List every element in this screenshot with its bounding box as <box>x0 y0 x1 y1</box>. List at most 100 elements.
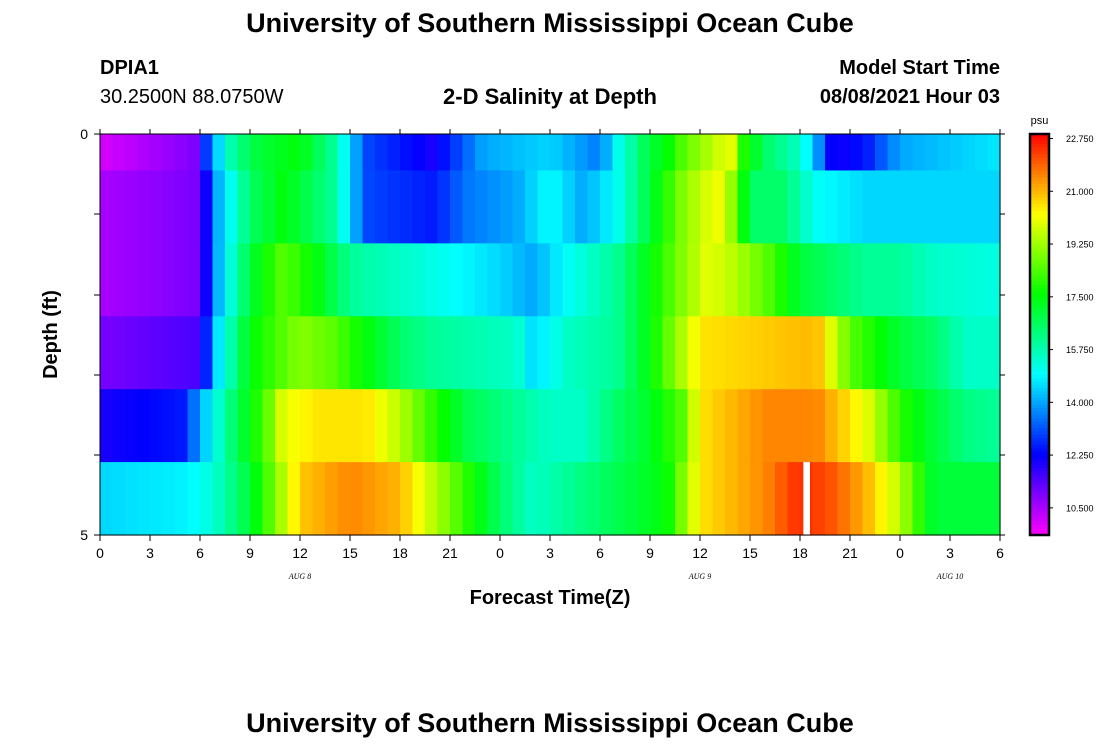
heatmap-cell <box>537 462 551 536</box>
heatmap-cell <box>187 462 201 536</box>
heatmap-cell <box>800 243 814 317</box>
heatmap-cell <box>925 462 939 536</box>
heatmap-cell <box>450 134 464 172</box>
heatmap-cell <box>912 170 926 244</box>
heatmap-cell <box>900 462 914 536</box>
colorbar-segment <box>1030 344 1049 349</box>
heatmap-cell <box>400 243 414 317</box>
heatmap-cell <box>375 462 389 536</box>
heatmap-cell <box>775 170 789 244</box>
colorbar-segment <box>1030 488 1049 493</box>
heatmap-cell <box>412 134 426 172</box>
heatmap-cell <box>812 243 826 317</box>
heatmap-cell <box>225 243 239 317</box>
heatmap-cell <box>625 316 639 390</box>
colorbar-segment <box>1030 518 1049 523</box>
heatmap-cell <box>937 389 951 463</box>
heatmap-cell <box>562 316 576 390</box>
heatmap-cell <box>925 316 939 390</box>
heatmap-cell <box>525 170 539 244</box>
heatmap-cell <box>287 389 301 463</box>
heatmap-cell <box>962 462 976 536</box>
heatmap-cell <box>637 170 651 244</box>
colorbar-segment <box>1030 521 1049 526</box>
heatmap-cell <box>650 389 664 463</box>
heatmap-cell <box>675 316 689 390</box>
heatmap-cell <box>725 170 739 244</box>
colorbar-segment <box>1030 504 1049 509</box>
colorbar-tick-label: 12.250 <box>1066 451 1094 461</box>
heatmap-cell <box>375 243 389 317</box>
colorbar-segment <box>1030 247 1049 252</box>
heatmap-cell <box>650 170 664 244</box>
page-title-bottom: University of Southern Mississippi Ocean… <box>246 708 854 738</box>
colorbar-segment <box>1030 494 1049 499</box>
x-tick-label: 6 <box>996 545 1004 561</box>
heatmap-cell <box>137 389 151 463</box>
colorbar-segment <box>1030 501 1049 506</box>
heatmap-cell <box>612 243 626 317</box>
heatmap-cell <box>662 134 676 172</box>
heatmap-cell <box>887 134 901 172</box>
heatmap-cell <box>975 316 989 390</box>
heatmap-cell <box>112 389 126 463</box>
heatmap-cell <box>850 243 864 317</box>
colorbar-segment <box>1030 391 1049 396</box>
heatmap-cell <box>325 462 339 536</box>
heatmap-cell <box>237 462 251 536</box>
colorbar-segment <box>1030 250 1049 255</box>
heatmap-cell <box>750 389 764 463</box>
heatmap-cell <box>875 243 889 317</box>
heatmap-cell <box>250 243 264 317</box>
x-tick-label: 9 <box>246 545 254 561</box>
heatmap-cell <box>800 134 814 172</box>
colorbar-segment <box>1030 408 1049 412</box>
colorbar-segment <box>1030 197 1049 202</box>
heatmap-cell <box>212 243 226 317</box>
heatmap-cell <box>812 316 826 390</box>
heatmap-cell <box>762 134 776 172</box>
colorbar-segment <box>1030 448 1049 453</box>
heatmap-cell <box>237 134 251 172</box>
heatmap-cell <box>275 462 289 536</box>
date-labels: AUG 8 AUG 9 AUG 10 <box>288 572 963 581</box>
x-tick-label: 3 <box>946 545 954 561</box>
x-tick-label: 15 <box>342 545 358 561</box>
heatmap-cell <box>312 170 326 244</box>
colorbar-segment <box>1030 214 1049 219</box>
colorbar-frame <box>1028 132 1051 537</box>
heatmap-cell <box>600 389 614 463</box>
heatmap-cell <box>700 389 714 463</box>
heatmap-cell <box>775 134 789 172</box>
colorbar-segment <box>1030 377 1049 382</box>
heatmap-cell <box>762 316 776 390</box>
colorbar: 22.750 21.000 19.250 17.500 15.750 14.000 12.2… <box>1028 132 1094 537</box>
heatmap-cell <box>250 462 264 536</box>
colorbar-segment <box>1030 217 1049 222</box>
heatmap-cell <box>987 170 1001 244</box>
colorbar-segment <box>1030 374 1049 379</box>
heatmap-cell <box>125 243 139 317</box>
colorbar-segment <box>1030 357 1049 362</box>
heatmap-cell <box>537 170 551 244</box>
heatmap-cell <box>362 134 376 172</box>
heatmap-cell <box>275 389 289 463</box>
colorbar-segment <box>1030 461 1049 466</box>
heatmap-cell <box>687 170 701 244</box>
heatmap-cell <box>537 316 551 390</box>
heatmap-cell <box>175 243 189 317</box>
heatmap-cell <box>637 134 651 172</box>
colorbar-segment <box>1030 281 1049 285</box>
heatmap-cell <box>162 316 176 390</box>
heatmap-cell <box>812 170 826 244</box>
heatmap-cell <box>425 134 439 172</box>
heatmap-cell <box>937 462 951 536</box>
heatmap-cell <box>912 243 926 317</box>
heatmap-cell <box>987 316 1001 390</box>
colorbar-segment <box>1030 311 1049 316</box>
colorbar-segment <box>1030 167 1049 172</box>
colorbar-segment <box>1030 180 1049 185</box>
heatmap-cell <box>987 134 1001 172</box>
heatmap-cell <box>587 316 601 390</box>
heatmap-cell <box>137 243 151 317</box>
